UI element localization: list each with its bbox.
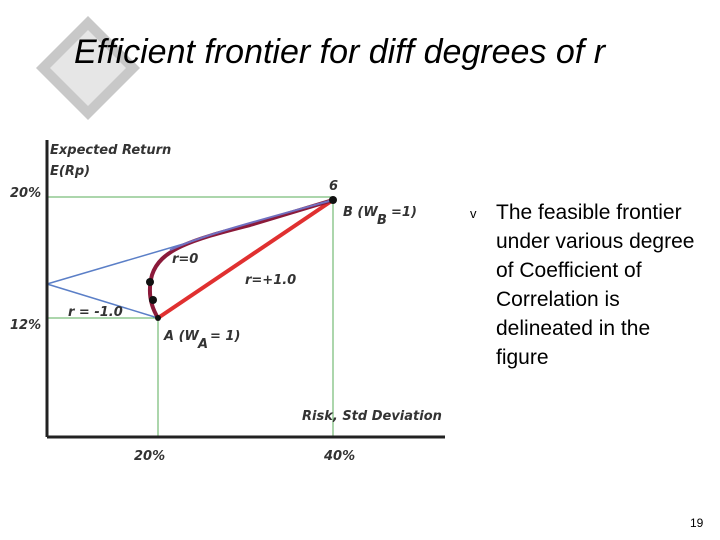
curve-label: r=0 (172, 252, 198, 267)
axes (45, 140, 445, 439)
x-label: 20% (134, 449, 165, 464)
point-label: = 1) (210, 329, 240, 344)
r-plus-one-line (156, 198, 335, 320)
x-axis-label: Risk, Std Deviation (302, 409, 442, 424)
x-label: 40% (323, 449, 355, 464)
point-label: A (W (163, 329, 200, 344)
point-subscript: B (377, 213, 387, 228)
y-label: 20% (10, 186, 41, 201)
page-number: 19 (690, 516, 704, 530)
guides (47, 196, 334, 437)
y-label: 12% (10, 318, 41, 333)
curve-label: r = -1.0 (68, 305, 123, 320)
point-label: B (W (343, 205, 378, 220)
points (146, 196, 337, 321)
slide-title: Efficient frontier for diff degrees of r (74, 33, 606, 71)
y-axis-label: Expected Return (50, 143, 171, 158)
bullet-text: The feasible frontier under various degr… (496, 201, 695, 369)
point-number: 6 (329, 179, 338, 194)
point-subscript: A (197, 337, 208, 352)
y-axis-label: E(Rp) (50, 164, 90, 179)
bullet-marker: v (470, 206, 477, 221)
point-label: =1) (391, 205, 417, 220)
curve-highlight (169, 199, 334, 251)
curve-label: r=+1.0 (245, 273, 296, 288)
decoration (50, 30, 126, 106)
